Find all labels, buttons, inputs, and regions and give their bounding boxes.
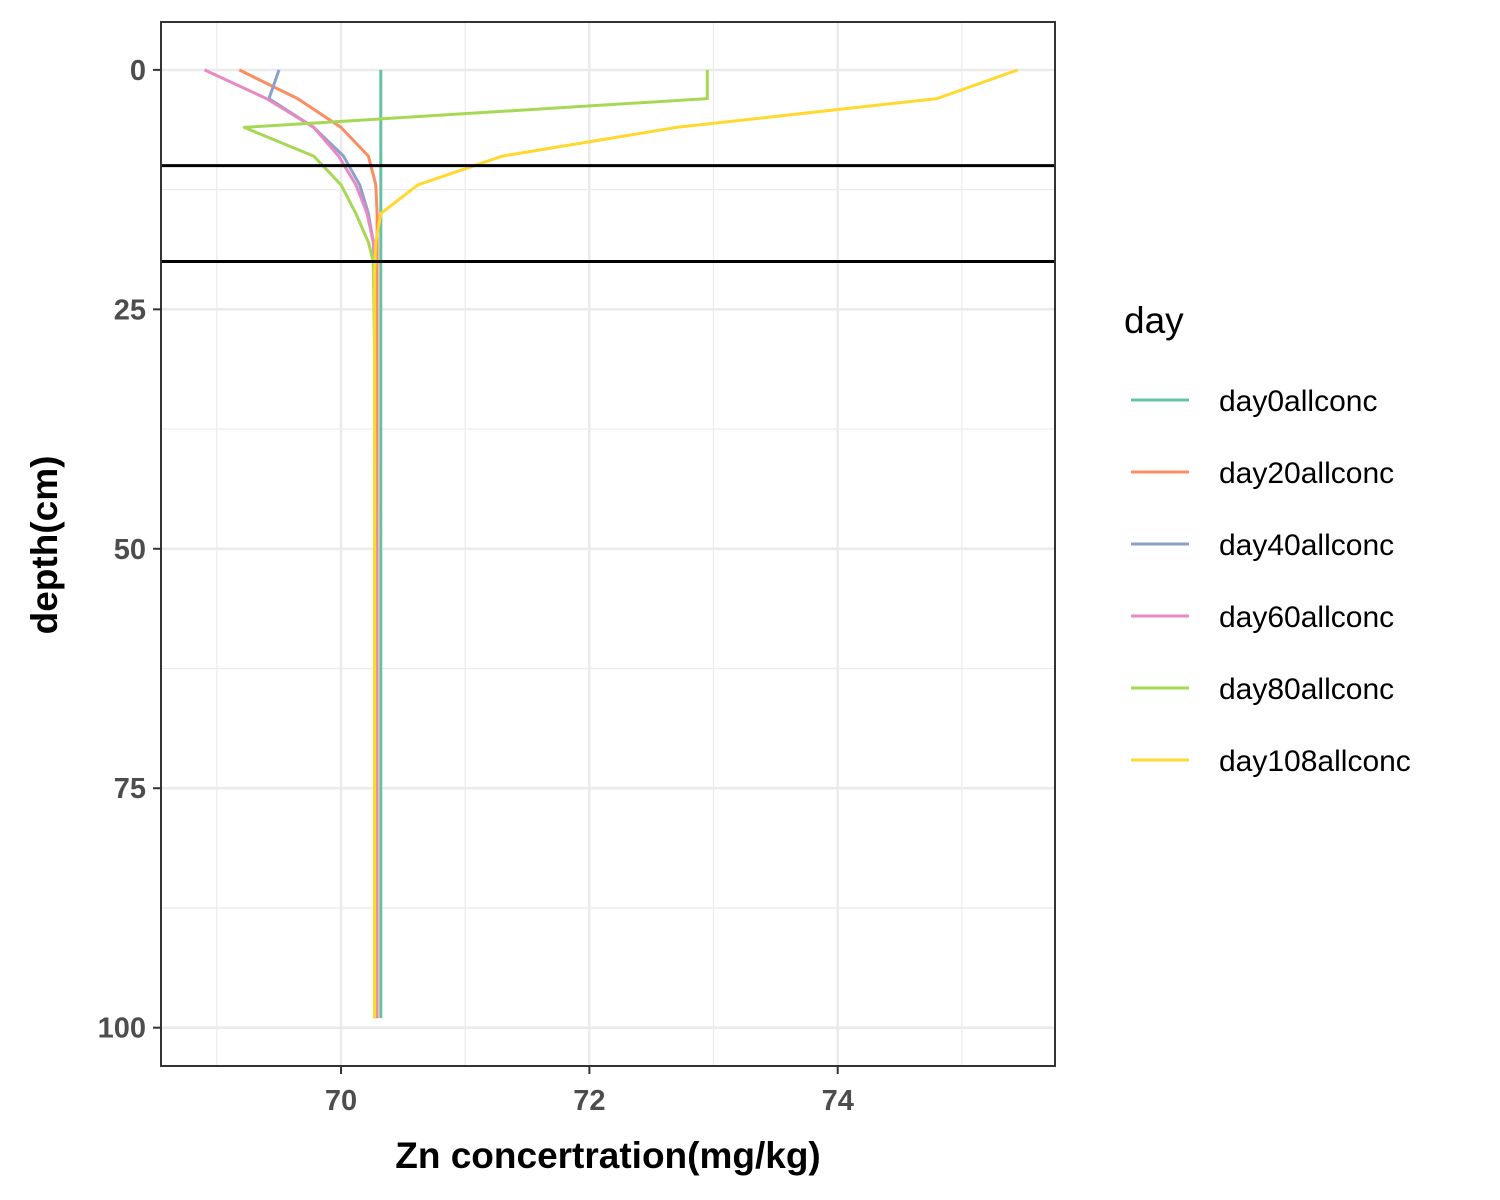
legend-label: day80allconc: [1219, 673, 1394, 706]
x-axis-ticks: 70 72 74: [325, 1066, 854, 1117]
legend-label: day60allconc: [1219, 601, 1394, 634]
y-tick-label: 100: [98, 1013, 146, 1045]
legend: day day0allconc day20allconc day40allconc d…: [1124, 300, 1411, 778]
y-axis-title: depth(cm): [24, 456, 65, 635]
y-tick-label: 75: [114, 773, 146, 805]
reference-lines: [161, 164, 1055, 263]
series-lines: [203, 68, 1019, 1019]
legend-title: day: [1124, 300, 1184, 341]
grid: [161, 22, 1055, 1066]
panel-border: [160, 21, 1056, 1067]
legend-label: day40allconc: [1219, 529, 1394, 562]
x-tick-label: 72: [573, 1085, 605, 1117]
x-tick-label: 70: [325, 1085, 357, 1117]
legend-label: day20allconc: [1219, 457, 1394, 490]
y-tick-label: 50: [114, 534, 146, 566]
y-tick-label: 25: [114, 294, 146, 326]
x-tick-label: 74: [822, 1085, 854, 1117]
y-axis-ticks: 0 25 50 75 100: [98, 55, 161, 1045]
legend-label: day0allconc: [1219, 385, 1377, 418]
plot-panel: [161, 22, 1055, 1066]
y-tick-label: 0: [130, 55, 146, 87]
x-axis-title: Zn concertration(mg/kg): [395, 1135, 821, 1176]
series-line-day108allconc: [373, 68, 1019, 1019]
legend-label: day108allconc: [1219, 745, 1411, 778]
